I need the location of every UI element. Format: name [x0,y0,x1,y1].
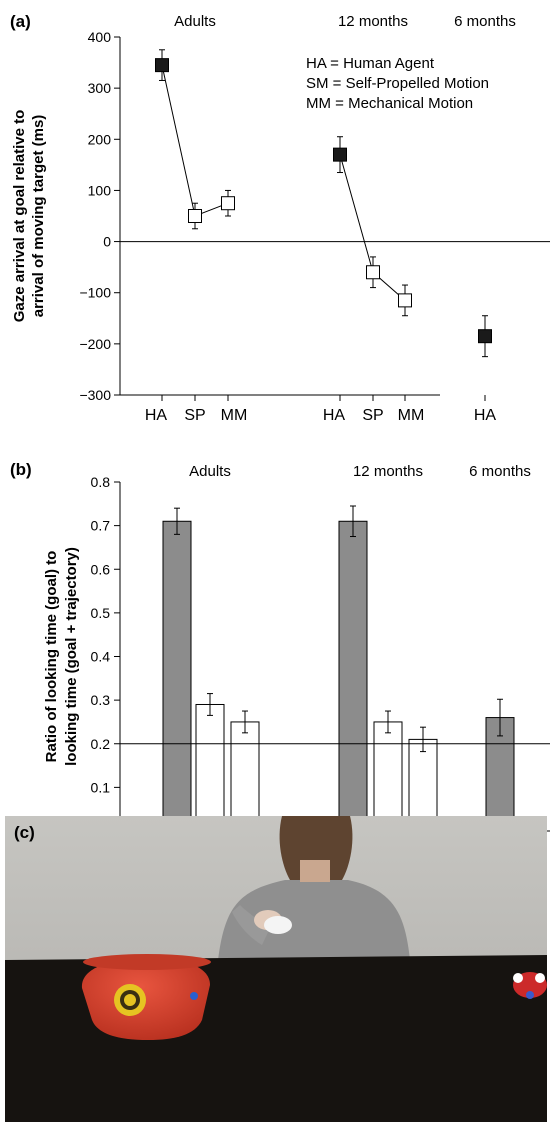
panel-a-x-tick-label: SP [184,407,205,424]
panel-a-point-ha [478,329,492,344]
panel-b-bar-ha [338,520,368,832]
photo-person-hair [279,816,353,880]
panel-b-y-tick-label: 0.6 [91,561,111,577]
panel-a: (a) Adults 12 months 6 months HA = Human A… [10,12,550,424]
panel-b-bar-sp [195,703,225,832]
photo-person-sweater [218,880,410,960]
panel-b-y-label-line: looking time (goal + trajectory) [63,547,80,766]
panel-a-series-line [161,65,229,217]
panel-a-x-tick-label: MM [221,407,248,424]
panel-a-y-tick-label: 200 [88,131,112,147]
photo-blue-dot [190,992,198,1000]
panel-b-bar-mm [408,738,438,832]
photo-red-toy-eye-right [535,973,545,983]
panel-a-x-tick-label: HA [323,407,346,424]
panel-b-y-axis-label: Ratio of looking time (goal) to looking t… [43,547,80,766]
photo-red-toy-eye-left [513,973,523,983]
panel-b-y-tick-label: 0.8 [91,474,111,490]
panel-b-y-tick-label: 0.4 [91,649,111,665]
panel-a-y-axis: 400 300 200 100 0 −100 −200 −300 [79,29,486,403]
panel-a-label: (a) [10,12,31,31]
panel-a-y-tick-label: 100 [88,182,112,198]
panel-a-y-tick-label: 0 [103,234,111,250]
panel-a-points [155,58,492,344]
panel-a-x-tick-label: HA [145,407,168,424]
panel-b-bar-ha [162,520,192,832]
panel-a-legend: HA = Human Agent SM = Self-Propelled Moti… [306,55,489,112]
panel-a-y-label-line: Gaze arrival at goal relative to [11,110,28,323]
panel-a-group-label: 12 months [338,13,408,30]
panel-a-x-tick-label: SP [362,407,383,424]
panel-a-point-ha [333,147,347,162]
panel-a-y-tick-label: −300 [79,387,111,403]
panel-b-label: (b) [10,460,32,479]
panel-c-photo: (c) [5,816,547,1122]
panel-a-point-mm [398,293,412,308]
panel-a-x-tick-label: MM [398,407,425,424]
panel-a-group-label: Adults [174,13,216,30]
panel-b-group-label: 12 months [353,463,423,480]
panel-a-y-label-line: arrival of moving target (ms) [30,115,47,318]
panel-a-x-tick-label: HA [474,407,497,424]
panel-b-error-bars [174,505,503,753]
panel-b-group-labels: Adults 12 months 6 months [189,463,531,480]
panel-b-y-tick-label: 0.5 [91,605,111,621]
panel-c-label: (c) [14,823,35,842]
panel-b-y-tick-label: 0.7 [91,518,111,534]
panel-a-y-axis-label: Gaze arrival at goal relative to arrival … [11,110,47,323]
panel-a-group-label: 6 months [454,13,516,30]
panel-a-y-tick-label: −100 [79,285,111,301]
panel-a-y-tick-label: 300 [88,80,112,96]
panel-b-y-tick-label: 0.1 [91,779,111,795]
photo-person-arm [232,905,270,945]
photo-person-neck [300,860,330,882]
panel-a-legend-line: HA = Human Agent [306,55,435,72]
photo-red-toy-nose [526,991,534,999]
panel-a-point-sp [188,209,202,223]
panel-a-legend-line: MM = Mechanical Motion [306,95,473,112]
photo-remote-object [264,916,292,934]
panel-b-y-tick-label: 0.2 [91,736,111,752]
panel-a-x-tick-labels: HA SP MM HA SP MM HA [145,407,497,424]
panel-a-point-ha [155,58,169,73]
photo-bowl-rim [83,954,211,970]
panel-b: (b) Adults 12 months 6 months Ratio of loo… [10,460,550,862]
panel-a-y-tick-label: 400 [88,29,112,45]
panel-a-y-tick-label: −200 [79,336,111,352]
panel-b-bar-sp [373,721,403,832]
panel-b-y-axis: 0.80.70.60.50.40.30.20.10 [91,474,550,839]
panel-b-bars [162,520,515,832]
panel-b-bar-mm [230,721,260,832]
photo-yellow-toy-face [124,994,136,1006]
panel-b-group-label: 6 months [469,463,531,480]
panel-a-point-sp [366,265,380,280]
panel-b-group-label: Adults [189,463,231,480]
panel-b-y-label-line: Ratio of looking time (goal) to [43,551,60,763]
panel-a-group-labels: Adults 12 months 6 months [174,13,516,30]
panel-b-y-tick-label: 0.3 [91,692,111,708]
panel-a-legend-line: SM = Self-Propelled Motion [306,75,489,92]
panel-a-point-mm [221,196,235,211]
